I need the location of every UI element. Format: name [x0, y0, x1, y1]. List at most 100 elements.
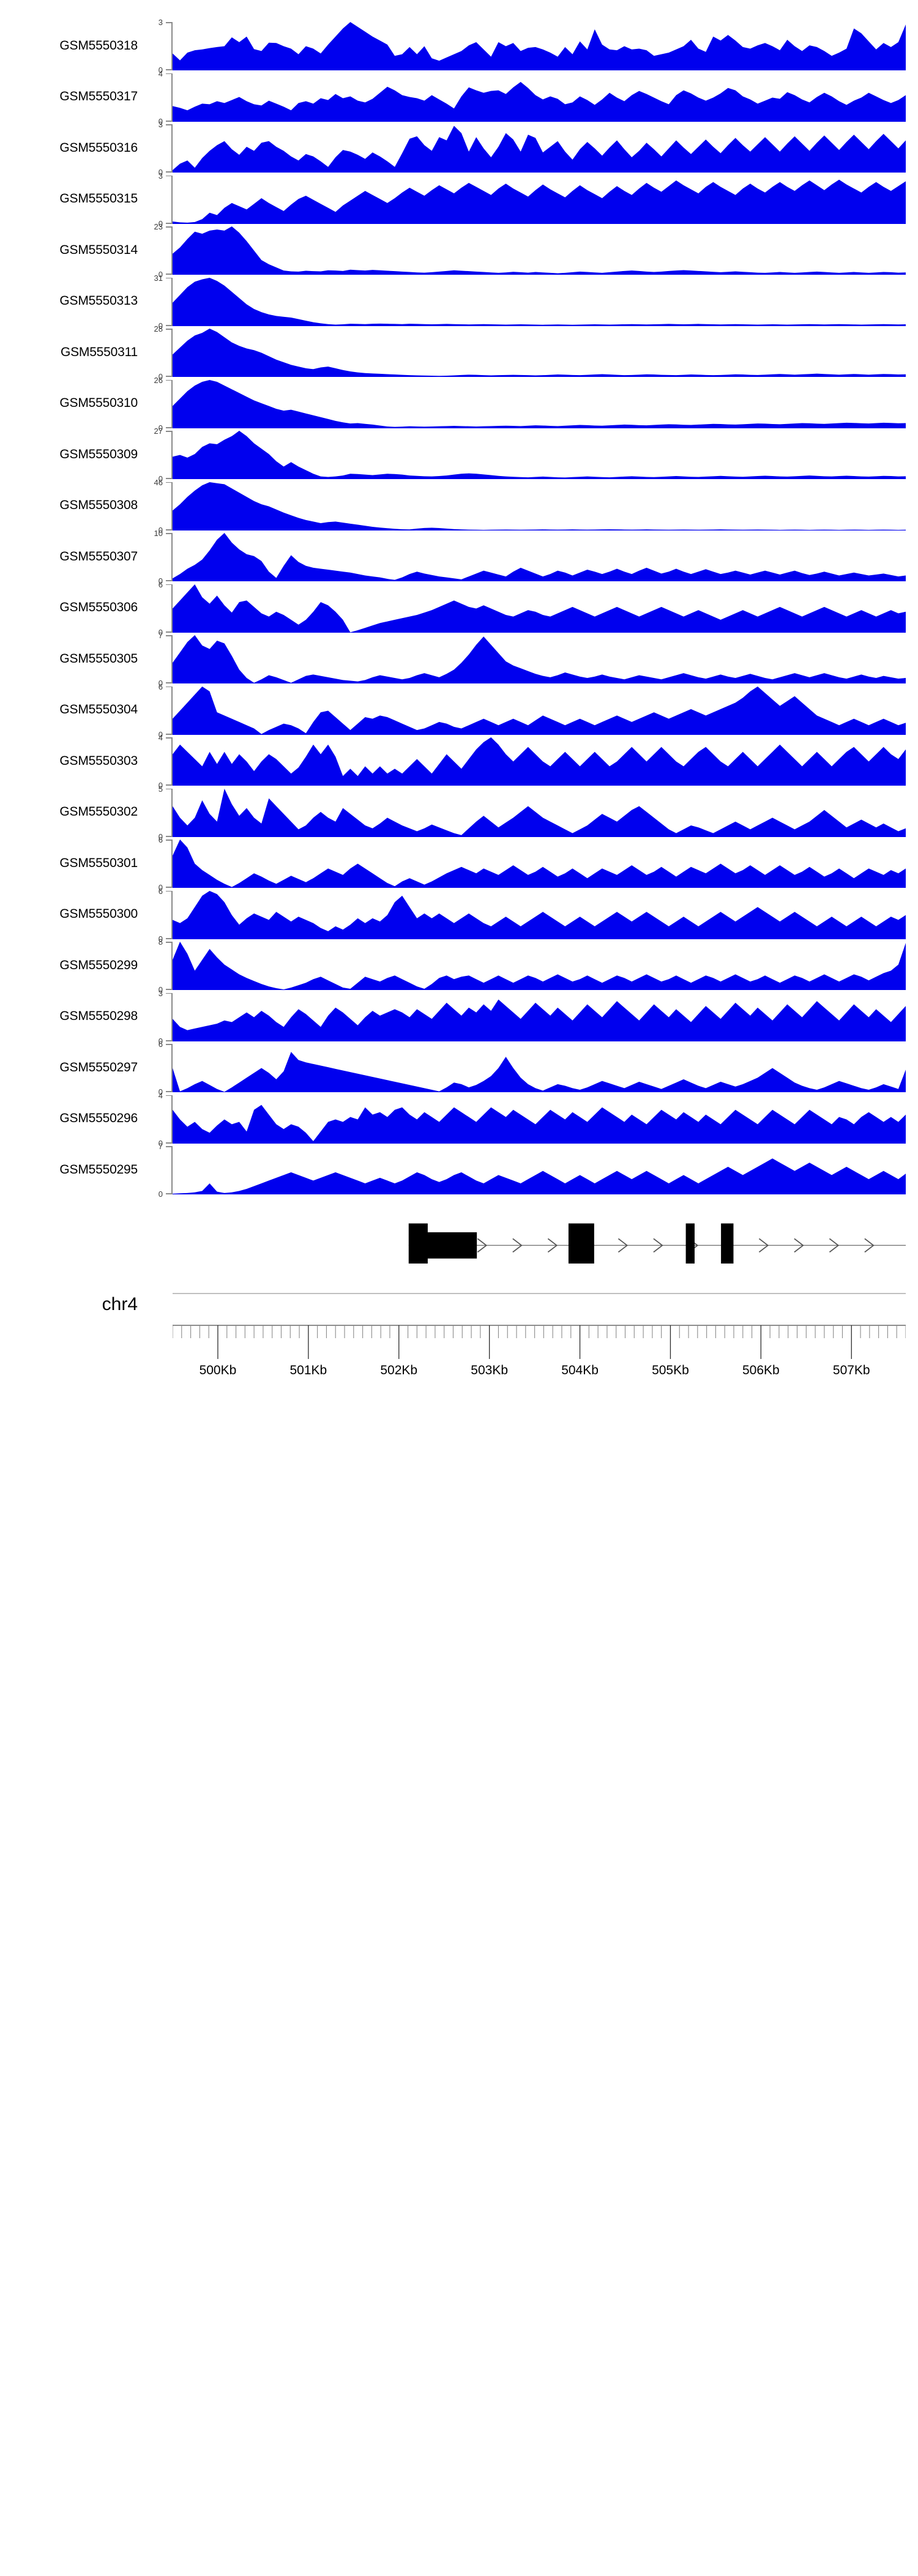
- coverage-area-plot[interactable]: [173, 737, 906, 786]
- coverage-area-plot[interactable]: [173, 226, 906, 275]
- coverage-track[interactable]: GSM5550298 3 0: [0, 989, 918, 1045]
- y-axis-min-label: 0: [158, 65, 163, 75]
- coverage-area-path: [173, 1104, 906, 1144]
- y-axis-max-label: 23: [154, 222, 163, 231]
- coverage-area-plot[interactable]: [173, 329, 906, 377]
- coverage-track[interactable]: GSM5550317 4 0: [0, 70, 918, 125]
- y-axis-min-label: 0: [158, 627, 163, 637]
- coverage-track[interactable]: GSM5550307 10 0: [0, 529, 918, 585]
- coverage-area-plot[interactable]: [173, 277, 906, 326]
- track-sample-label: GSM5550303: [59, 753, 138, 768]
- coverage-track[interactable]: GSM5550316 3 0: [0, 121, 918, 177]
- coverage-area-path: [173, 533, 906, 581]
- coverage-area-plot[interactable]: [173, 176, 906, 224]
- track-sample-label: GSM5550315: [59, 192, 138, 206]
- y-axis-tick-min: [166, 784, 173, 786]
- y-axis-tick-max: [166, 175, 173, 177]
- coverage-area-plot[interactable]: [173, 635, 906, 683]
- y-axis-line: [171, 584, 173, 633]
- y-axis-tick-min: [166, 426, 173, 428]
- y-axis-min-label: 0: [158, 934, 163, 944]
- coverage-track[interactable]: GSM5550297 6 0: [0, 1040, 918, 1096]
- y-axis-tick-min: [166, 887, 173, 888]
- coverage-area-plot[interactable]: [173, 993, 906, 1041]
- coverage-area-plot[interactable]: [173, 1044, 906, 1092]
- y-axis-max-label: 4: [158, 733, 163, 742]
- coverage-area-path: [173, 431, 906, 479]
- y-axis-line: [171, 226, 173, 275]
- coverage-track[interactable]: GSM5550308 46 0: [0, 478, 918, 534]
- strand-arrow-icon: [512, 1238, 523, 1253]
- y-axis-tick-max: [166, 584, 173, 586]
- gene-model-track[interactable]: [173, 1216, 906, 1264]
- coverage-area-plot[interactable]: [173, 1146, 906, 1194]
- coverage-track[interactable]: GSM5550315 3 0: [0, 172, 918, 228]
- coverage-area-plot[interactable]: [173, 431, 906, 479]
- coverage-area-plot[interactable]: [173, 890, 906, 939]
- y-axis-tick-max: [166, 124, 173, 125]
- y-axis-min-label: 0: [158, 372, 163, 381]
- coverage-area-plot[interactable]: [173, 584, 906, 633]
- coverage-area-plot[interactable]: [173, 124, 906, 173]
- exon-box[interactable]: [685, 1223, 695, 1264]
- y-axis-max-label: 6: [158, 579, 163, 589]
- axis-tick-label: 502Kb: [380, 1363, 417, 1377]
- y-axis-line: [171, 1044, 173, 1092]
- coverage-track[interactable]: GSM5550311 28 0: [0, 325, 918, 381]
- track-sample-label: GSM5550310: [59, 396, 138, 410]
- exon-box[interactable]: [721, 1223, 734, 1264]
- coverage-track[interactable]: GSM5550318 3 0: [0, 18, 918, 74]
- exon-box[interactable]: [414, 1232, 477, 1259]
- y-axis-min-label: 0: [158, 985, 163, 994]
- coverage-area-plot[interactable]: [173, 22, 906, 70]
- coverage-area-plot[interactable]: [173, 942, 906, 990]
- coverage-area-path: [173, 22, 906, 70]
- y-axis-tick-min: [166, 937, 173, 939]
- track-sample-label: GSM5550311: [60, 344, 138, 359]
- coverage-track[interactable]: GSM5550300 6 0: [0, 887, 918, 943]
- coverage-track[interactable]: GSM5550299 8 0: [0, 938, 918, 994]
- coverage-track[interactable]: GSM5550302 5 0: [0, 785, 918, 841]
- y-axis-max-label: 3: [158, 171, 163, 181]
- y-axis-max-label: 26: [154, 375, 163, 385]
- track-sample-label: GSM5550306: [59, 600, 138, 614]
- coverage-track[interactable]: GSM5550301 6 0: [0, 836, 918, 892]
- coverage-track[interactable]: GSM5550296 4 0: [0, 1092, 918, 1147]
- coverage-track[interactable]: GSM5550303 4 0: [0, 733, 918, 789]
- coverage-area-path: [173, 686, 906, 735]
- coverage-area-plot[interactable]: [173, 482, 906, 530]
- y-axis-min-label: 0: [158, 679, 163, 688]
- y-axis-line: [171, 329, 173, 377]
- coverage-area-path: [173, 226, 906, 275]
- coverage-area-plot[interactable]: [173, 1095, 906, 1144]
- coverage-area-plot[interactable]: [173, 686, 906, 735]
- coverage-track[interactable]: GSM5550305 7 0: [0, 631, 918, 687]
- coverage-track[interactable]: GSM5550306 6 0: [0, 579, 918, 637]
- coverage-area-plot[interactable]: [173, 379, 906, 428]
- coverage-track[interactable]: GSM5550313 31 0: [0, 274, 918, 330]
- coverage-track[interactable]: GSM5550304 6 0: [0, 683, 918, 739]
- y-axis-max-label: 8: [158, 937, 163, 947]
- y-axis-line: [171, 635, 173, 683]
- coverage-area-path: [173, 482, 906, 530]
- coverage-area-plot[interactable]: [173, 839, 906, 888]
- y-axis-min-label: 0: [158, 270, 163, 279]
- exon-box[interactable]: [568, 1223, 594, 1264]
- coverage-track[interactable]: GSM5550314 23 0: [0, 222, 918, 279]
- coverage-area-plot[interactable]: [173, 788, 906, 837]
- coverage-area-plot[interactable]: [173, 533, 906, 581]
- coverage-area-plot[interactable]: [173, 73, 906, 122]
- coverage-area-path: [173, 942, 906, 990]
- y-axis-tick-max: [166, 379, 173, 381]
- coverage-track[interactable]: GSM5550310 26 0: [0, 376, 918, 432]
- y-axis-min-label: 0: [158, 168, 163, 177]
- axis-tick-label: 500Kb: [200, 1363, 237, 1377]
- y-axis-line: [171, 73, 173, 122]
- y-axis-max-label: 3: [158, 988, 163, 998]
- coverage-track[interactable]: GSM5550309 27 0: [0, 427, 918, 483]
- coverage-track[interactable]: GSM5550295 7 0: [0, 1142, 918, 1198]
- y-axis-tick-max: [166, 788, 173, 790]
